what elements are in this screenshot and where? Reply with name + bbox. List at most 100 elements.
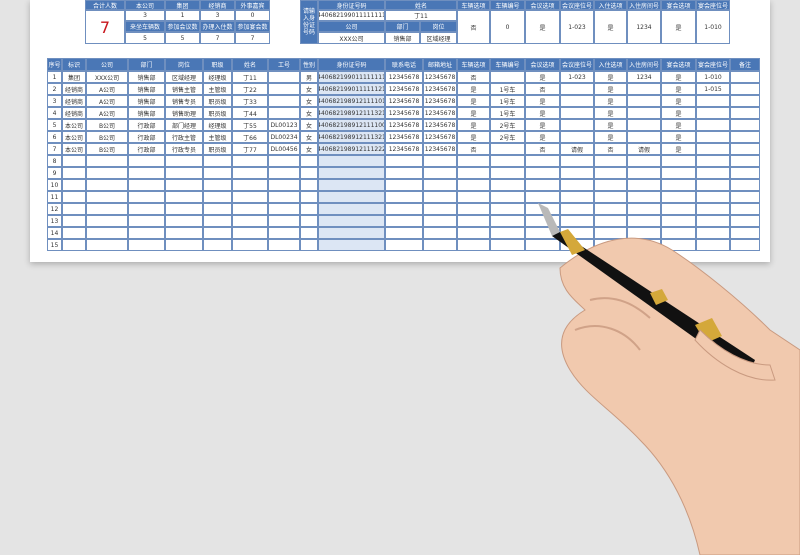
table-cell: 12345678: [385, 131, 423, 143]
table-cell: [300, 179, 318, 191]
table-cell: 经销商: [62, 95, 86, 107]
summary-value: 0: [235, 10, 270, 21]
table-cell: 440682198912111100: [318, 119, 385, 131]
table-cell: 440682199011111121: [318, 83, 385, 95]
table-cell: 2号车: [490, 119, 525, 131]
summary-header: 经销商: [200, 0, 235, 10]
table-cell: [268, 203, 300, 215]
table-cell: 12: [47, 203, 62, 215]
table-cell: 丁55: [232, 119, 268, 131]
table-cell: [128, 167, 165, 179]
table-cell: 职员级: [203, 143, 232, 155]
lookup-header: 宴会座位号: [696, 0, 730, 10]
table-cell: 是: [661, 119, 696, 131]
table-cell: 12345678: [423, 131, 457, 143]
lookup-header: 公司: [318, 21, 385, 32]
table-cell: 5: [47, 119, 62, 131]
table-cell: 女: [300, 119, 318, 131]
table-cell: [128, 155, 165, 167]
table-cell: 是: [661, 71, 696, 83]
table-cell: [560, 95, 594, 107]
table-cell: [203, 215, 232, 227]
table-cell: 丁66: [232, 131, 268, 143]
table-cell: [300, 191, 318, 203]
table-cell: [86, 155, 128, 167]
table-cell: 4: [47, 107, 62, 119]
table-cell: 职员级: [203, 107, 232, 119]
table-cell: [730, 83, 760, 95]
table-cell: [560, 215, 594, 227]
table-cell: 行政部: [128, 131, 165, 143]
table-cell: [730, 155, 760, 167]
lookup-label: 请输入身份证号码: [300, 0, 318, 44]
table-cell: [730, 131, 760, 143]
table-cell: [128, 179, 165, 191]
table-cell: [627, 215, 661, 227]
table-cell: [300, 239, 318, 251]
table-cell: [457, 227, 490, 239]
table-cell: 销售部: [128, 83, 165, 95]
table-cell: [457, 167, 490, 179]
table-cell: 12345678: [385, 107, 423, 119]
table-cell: 12345678: [423, 119, 457, 131]
table-cell: [268, 239, 300, 251]
table-cell: [594, 179, 627, 191]
table-cell: 13: [47, 215, 62, 227]
table-cell: [268, 215, 300, 227]
table-cell: 女: [300, 83, 318, 95]
table-cell: [560, 155, 594, 167]
lookup-value: 1-010: [696, 10, 730, 44]
table-cell: DL00234: [268, 131, 300, 143]
table-cell: 是: [457, 107, 490, 119]
table-cell: [696, 167, 730, 179]
lookup-value: 0: [490, 10, 525, 44]
summary-header: 本公司: [125, 0, 165, 10]
table-cell: [627, 155, 661, 167]
table-cell: 1号车: [490, 95, 525, 107]
lookup-header: 车辆选项: [457, 0, 490, 10]
table-cell: [318, 179, 385, 191]
table-cell: 是: [457, 83, 490, 95]
table-cell: 7: [47, 143, 62, 155]
table-cell: [165, 155, 203, 167]
lookup-value: 是: [661, 10, 696, 44]
column-header: 备注: [730, 58, 760, 71]
table-cell: 12345678: [423, 83, 457, 95]
table-cell: [385, 239, 423, 251]
table-cell: [730, 239, 760, 251]
table-cell: [128, 203, 165, 215]
table-cell: [268, 107, 300, 119]
column-header: 姓名: [232, 58, 268, 71]
table-cell: [627, 203, 661, 215]
table-cell: 行政部: [128, 143, 165, 155]
table-cell: [696, 95, 730, 107]
table-cell: 否: [594, 143, 627, 155]
table-cell: 本公司: [62, 131, 86, 143]
table-cell: [730, 191, 760, 203]
table-cell: 行政主管: [165, 131, 203, 143]
table-cell: 销售助理: [165, 107, 203, 119]
table-cell: [490, 215, 525, 227]
table-cell: 是: [661, 95, 696, 107]
table-cell: 行政专员: [165, 143, 203, 155]
table-cell: [730, 227, 760, 239]
table-cell: 否: [525, 143, 560, 155]
table-cell: 1-015: [696, 83, 730, 95]
table-cell: 1-010: [696, 71, 730, 83]
table-cell: 440682198912111321: [318, 131, 385, 143]
column-header: 车辆编号: [490, 58, 525, 71]
lookup-header: 会议选项: [525, 0, 560, 10]
table-cell: [490, 143, 525, 155]
table-cell: [661, 155, 696, 167]
table-cell: 是: [661, 131, 696, 143]
table-cell: [525, 155, 560, 167]
table-cell: 丁22: [232, 83, 268, 95]
table-cell: [457, 179, 490, 191]
table-cell: [696, 203, 730, 215]
table-cell: 是: [457, 119, 490, 131]
table-cell: [730, 143, 760, 155]
column-header: 联系电话: [385, 58, 423, 71]
table-cell: 是: [594, 71, 627, 83]
table-cell: [525, 191, 560, 203]
table-cell: 女: [300, 107, 318, 119]
